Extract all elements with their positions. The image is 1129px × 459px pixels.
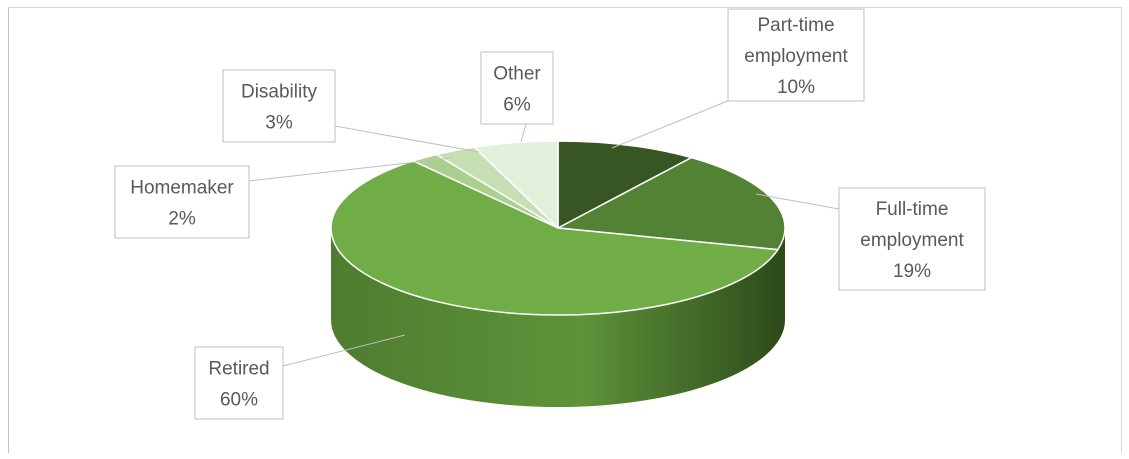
label-percent: 3%	[265, 113, 293, 134]
label-box	[114, 165, 250, 239]
label-retired: Retired 60%	[194, 346, 284, 420]
label-category: Part-time	[757, 15, 834, 36]
chart-frame	[8, 7, 1122, 453]
leader-homemaker	[248, 157, 453, 182]
leader-disability	[334, 125, 480, 153]
label-disability: Disability 3%	[222, 69, 336, 143]
label-homemaker: Homemaker 2%	[114, 165, 250, 239]
pie-sides	[331, 228, 785, 407]
label-category: employment	[860, 230, 964, 251]
label-full-time: Full-time employment 19%	[838, 187, 986, 291]
label-box	[222, 69, 336, 143]
pie-slice-other	[473, 140, 559, 229]
leader-other	[520, 123, 527, 143]
label-box	[838, 187, 986, 291]
label-category: Other	[493, 64, 541, 85]
leader-full-time	[755, 193, 840, 210]
label-part-time: Part-time employment 10%	[727, 8, 865, 102]
label-box	[194, 346, 284, 420]
leader-part-time	[611, 95, 741, 149]
label-category: employment	[744, 46, 848, 67]
label-percent: 19%	[893, 261, 931, 282]
label-category: Retired	[208, 359, 269, 380]
pie-slice-retired	[330, 160, 779, 316]
label-category: Full-time	[876, 199, 949, 220]
label-category: Homemaker	[130, 178, 234, 199]
label-percent: 10%	[777, 77, 815, 98]
data-labels: Part-time employment 10% Full-time employmen…	[114, 8, 986, 420]
label-other: Other 6%	[480, 51, 554, 125]
label-percent: 60%	[220, 390, 258, 411]
label-percent: 6%	[503, 95, 531, 116]
pie-slice-full-time-employment	[557, 156, 786, 251]
label-box	[480, 51, 554, 125]
pie-slice-part-time-employment	[557, 140, 693, 229]
label-percent: 2%	[168, 209, 196, 230]
label-box	[727, 8, 865, 102]
pie-side-wall	[331, 228, 785, 407]
label-category: Disability	[241, 82, 318, 103]
pie-slices	[330, 140, 786, 316]
